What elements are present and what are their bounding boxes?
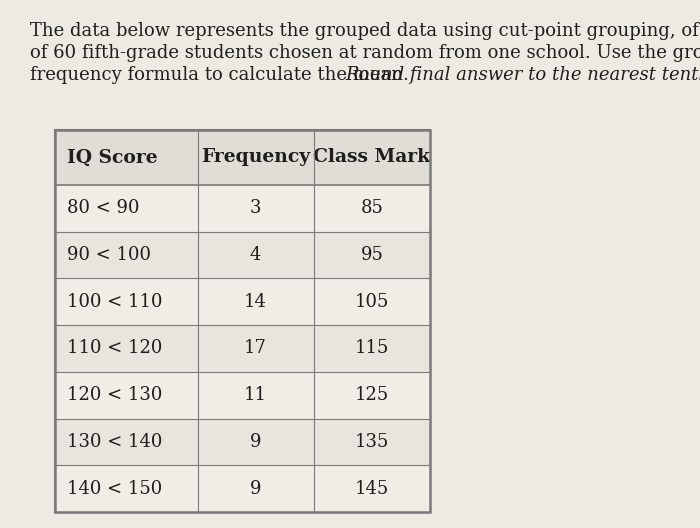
Text: 90 < 100: 90 < 100 xyxy=(67,246,151,264)
Text: frequency formula to calculate the mean.: frequency formula to calculate the mean. xyxy=(30,66,414,84)
Text: 4: 4 xyxy=(250,246,261,264)
Bar xyxy=(55,232,430,278)
Text: 135: 135 xyxy=(355,433,389,451)
Text: 14: 14 xyxy=(244,293,267,311)
Text: Class Mark: Class Mark xyxy=(314,148,430,166)
Text: Round final answer to the nearest tenth.: Round final answer to the nearest tenth. xyxy=(345,66,700,84)
Text: 105: 105 xyxy=(355,293,389,311)
Bar xyxy=(55,185,430,232)
Text: 85: 85 xyxy=(360,200,384,218)
Bar xyxy=(55,130,430,512)
Text: 120 < 130: 120 < 130 xyxy=(67,386,162,404)
Text: 80 < 90: 80 < 90 xyxy=(67,200,139,218)
Text: 100 < 110: 100 < 110 xyxy=(67,293,162,311)
Text: 145: 145 xyxy=(355,479,389,498)
Text: 130 < 140: 130 < 140 xyxy=(67,433,162,451)
Text: 3: 3 xyxy=(250,200,261,218)
Text: 9: 9 xyxy=(250,479,261,498)
Text: IQ Score: IQ Score xyxy=(67,148,158,166)
Bar xyxy=(55,278,430,325)
Bar xyxy=(55,325,430,372)
Bar xyxy=(55,465,430,512)
Text: The data below represents the grouped data using cut-point grouping, of IQ score: The data below represents the grouped da… xyxy=(30,22,700,40)
Text: 115: 115 xyxy=(355,340,389,357)
Text: 9: 9 xyxy=(250,433,261,451)
Bar xyxy=(55,372,430,419)
Text: 17: 17 xyxy=(244,340,267,357)
Text: Frequency: Frequency xyxy=(201,148,310,166)
Bar xyxy=(55,130,430,185)
Bar xyxy=(55,419,430,465)
Text: 110 < 120: 110 < 120 xyxy=(67,340,162,357)
Text: 125: 125 xyxy=(355,386,389,404)
Text: 11: 11 xyxy=(244,386,267,404)
Text: 140 < 150: 140 < 150 xyxy=(67,479,162,498)
Bar xyxy=(55,130,430,512)
Text: 95: 95 xyxy=(360,246,384,264)
Text: of 60 fifth-grade students chosen at random from one school. Use the grouped: of 60 fifth-grade students chosen at ran… xyxy=(30,44,700,62)
